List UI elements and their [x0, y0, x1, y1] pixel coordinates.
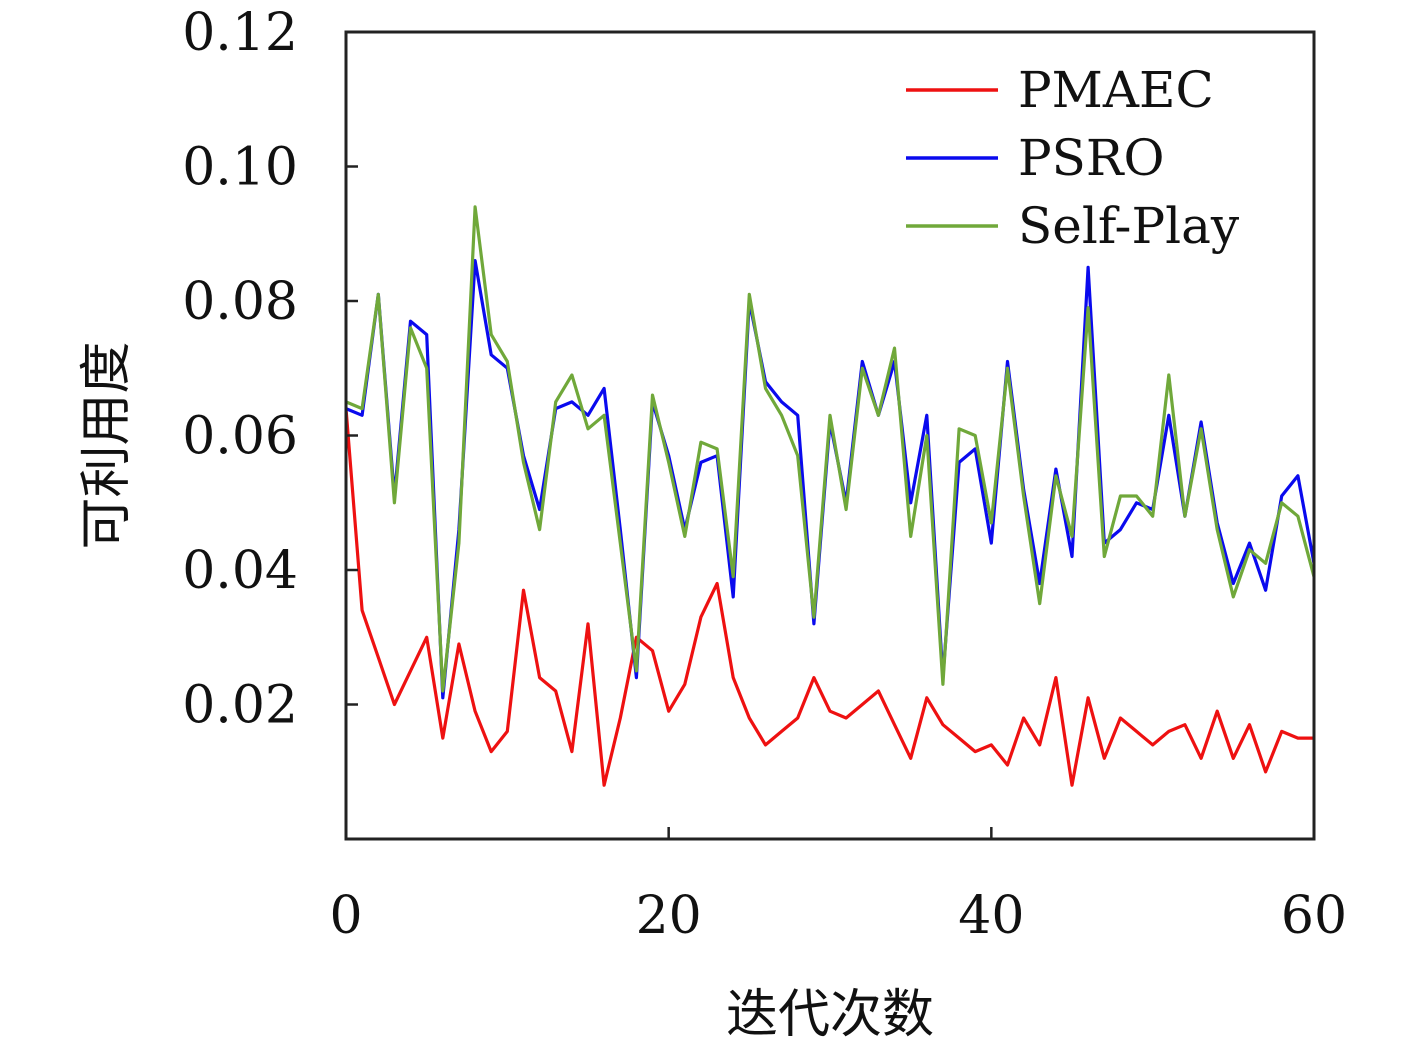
y-tick-label: 0.08 [182, 272, 298, 332]
y-tick-label: 0.02 [182, 676, 298, 736]
ticks-layer [346, 30, 993, 839]
y-tick-label: 0.06 [182, 407, 298, 467]
legend-label-self-play: Self-Play [1018, 197, 1240, 255]
y-tick-label: 0.10 [182, 138, 298, 198]
series-layer [346, 205, 1314, 787]
series-line-pmaec [346, 408, 1314, 787]
series-line-self-play [346, 205, 1314, 693]
legend-label-pmaec: PMAEC [1018, 61, 1214, 119]
x-axis-title: 迭代次数 [726, 985, 934, 1045]
y-tick-label: 0.04 [182, 541, 298, 601]
y-tick-label: 0.12 [182, 3, 298, 63]
labels-layer: 0 20 40 60 0.02 0.04 0.06 0.08 0.10 0.12 [182, 3, 1347, 946]
legend: PMAEC PSRO Self-Play [906, 61, 1240, 255]
legend-label-psro: PSRO [1018, 129, 1165, 187]
x-tick-label: 40 [958, 886, 1024, 946]
x-tick-label: 20 [636, 886, 702, 946]
y-axis-title: 可利用度 [77, 341, 137, 549]
x-tick-label: 0 [329, 886, 362, 946]
x-tick-label: 60 [1281, 886, 1347, 946]
